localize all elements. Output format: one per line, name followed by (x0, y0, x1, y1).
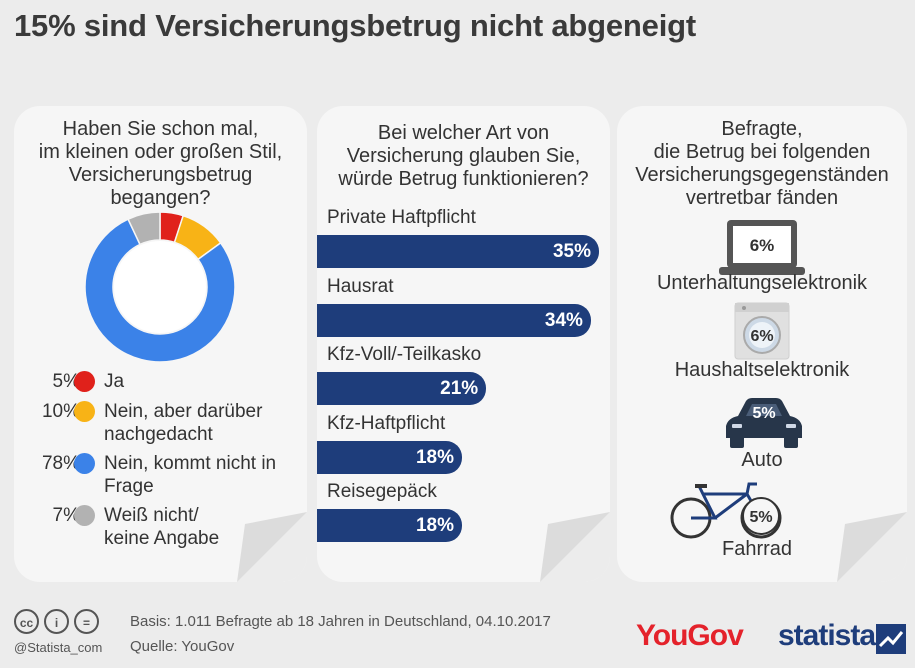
legend-label: Ja (104, 371, 125, 392)
page-fold-decoration (837, 512, 907, 582)
bar-category-label: Kfz-Voll/-Teilkasko (327, 344, 482, 365)
bar-value-label: 18% (415, 515, 455, 536)
bicycle-value-badge: 5% (742, 497, 780, 535)
question-line: die Betrug bei folgenden (653, 141, 871, 163)
panel-fraud-works: Bei welcher Art von Versicherung glauben… (317, 106, 610, 582)
bar-value-label: 18% (415, 446, 455, 468)
legend-label: Nein, kommt nicht in Frage (104, 453, 277, 497)
attribution-icon: i (44, 609, 69, 634)
question-fraud-committed: Haben Sie schon mal, im kleinen oder gro… (14, 118, 307, 210)
bar: 34% (317, 303, 591, 337)
question-fraud-works: Bei welcher Art von Versicherung glauben… (317, 122, 610, 191)
page-fold-decoration (237, 512, 307, 582)
bar-value-label: 21% (440, 378, 479, 399)
donut-chart (84, 211, 236, 363)
item-label-fahrrad: Fahrrad (721, 538, 793, 560)
question-line: im kleinen oder großen Stil, (38, 141, 283, 163)
donut-slice (127, 211, 161, 246)
question-line: Befragte, (721, 118, 803, 140)
panel-fraud-committed: Haben Sie schon mal, im kleinen oder gro… (14, 106, 307, 582)
legend-value: 10% (41, 401, 80, 422)
laptop-icon: 6% (719, 220, 805, 275)
question-line: Versicherungsgegenständen (635, 164, 889, 186)
bar-category-label: Hausrat (327, 275, 394, 297)
statista-handle: @Statista_com (14, 640, 103, 655)
legend-value: 78% (41, 453, 80, 474)
legend-label: Weiß nicht/keine Angabe (104, 505, 220, 549)
bar: 18% (317, 440, 463, 474)
car-value: 5% (752, 405, 775, 422)
bar: 21% (317, 372, 487, 405)
no-derivatives-icon: = (74, 609, 99, 634)
bar-category-label: Private Haftpflicht (327, 207, 476, 228)
item-label-haushaltselektronik: Haushaltselektronik (674, 359, 850, 381)
question-line: Versicherung glauben Sie, (346, 145, 581, 167)
page-fold-decoration (540, 512, 610, 582)
laptop-value: 6% (750, 236, 775, 255)
legend-swatch (74, 505, 95, 526)
bar: 18% (317, 509, 463, 542)
question-line: Bei welcher Art von (377, 122, 550, 144)
legend-value: 5% (52, 371, 80, 392)
item-label-unterhaltungselektronik: Unterhaltungselektronik (656, 272, 868, 294)
question-line: Versicherungsbetrug (68, 164, 253, 186)
yougov-logo: YouGov (636, 619, 744, 652)
question-line: vertretbar fänden (685, 187, 839, 209)
footer-source: Quelle: YouGov (130, 638, 235, 655)
question-line: würde Betrug funktionieren? (338, 168, 589, 190)
bar-value-label: 35% (552, 241, 591, 262)
footer-basis: Basis: 1.011 Befragte ab 18 Jahren in De… (130, 613, 551, 630)
page-title: 15% sind Versicherungsbetrug nicht abgen… (14, 8, 696, 43)
bar-category-label: Reisegepäck (327, 481, 437, 502)
legend-swatch (74, 371, 95, 392)
panel-insured-items: Befragte, die Betrug bei folgenden Versi… (617, 106, 907, 582)
cc-license-icon: cc (14, 609, 39, 634)
bar-category-label: Kfz-Haftpflicht (327, 412, 446, 434)
statista-logo-icon (876, 624, 906, 654)
donut-slice (84, 218, 236, 363)
legend-swatch (74, 401, 95, 422)
bar: 35% (317, 235, 599, 268)
question-line: begangen? (110, 187, 211, 209)
washing-machine-value: 6% (750, 328, 773, 345)
bicycle-value: 5% (749, 509, 772, 526)
question-insured-items: Befragte, die Betrug bei folgenden Versi… (617, 118, 907, 210)
bar-value-label: 34% (544, 309, 583, 331)
legend-value: 7% (52, 505, 80, 526)
item-label-auto: Auto (741, 449, 783, 471)
statista-logo: statista (778, 619, 876, 652)
washing-machine-icon: 6% (734, 302, 790, 360)
donut-hole (114, 241, 206, 333)
car-icon: 5% (726, 398, 802, 448)
legend-label: Nein, aber darüber nachgedacht (104, 401, 263, 445)
legend-swatch (74, 453, 95, 474)
question-line: Haben Sie schon mal, (62, 118, 259, 140)
